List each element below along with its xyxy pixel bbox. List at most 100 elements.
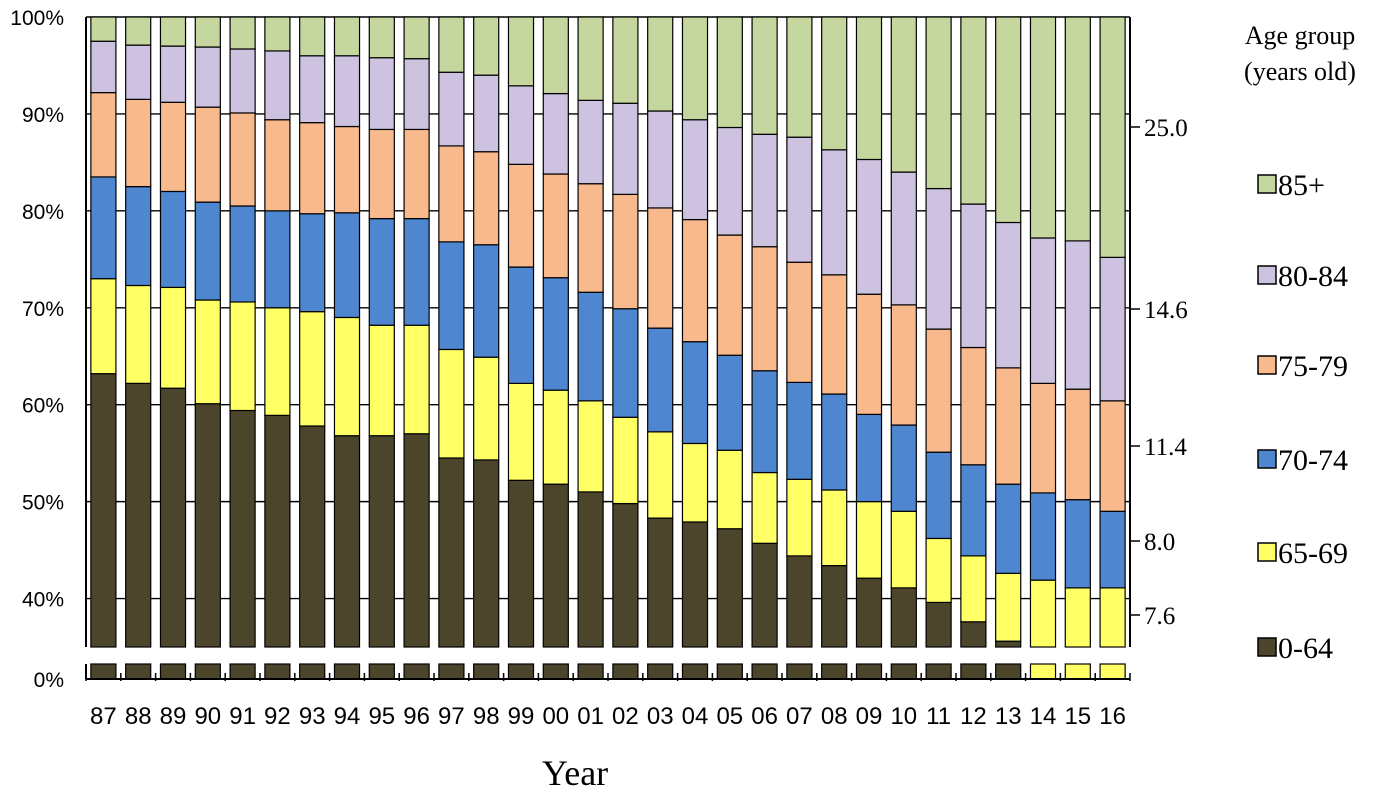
bar-segment: [229, 205, 256, 303]
bar-segment: [960, 203, 987, 349]
bar-base-segment: [542, 663, 569, 680]
bar-base-segment: [577, 663, 604, 680]
bar-segment: [264, 307, 291, 416]
bar-segment: [1064, 16, 1091, 242]
bar-segment: [821, 564, 848, 648]
bar-segment: [821, 149, 848, 276]
bar-segment: [681, 16, 709, 121]
bar-segment: [299, 122, 326, 215]
bar-segment: [890, 510, 917, 589]
x-tick-label: 98: [473, 703, 500, 730]
bar-base-segment: [821, 663, 848, 680]
bar-segment: [403, 324, 430, 435]
bar-segment: [855, 16, 883, 161]
bar-segment: [681, 341, 709, 445]
bar-segment: [1099, 400, 1126, 512]
secondary-tick-label: 25.0: [1144, 115, 1188, 142]
gridlines: [86, 16, 1130, 600]
x-tick-label: 95: [368, 703, 395, 730]
bar-segment: [125, 44, 152, 100]
y-tick-labels: 0% 40% 50% 60% 70% 80% 90% 100%: [10, 7, 64, 692]
bar-base-segment: [159, 663, 187, 680]
bar-segment: [229, 301, 256, 412]
x-tick-label: 11: [926, 703, 951, 730]
bar-segment: [612, 16, 639, 104]
bar-base-segment: [90, 663, 117, 680]
bar-segment: [577, 400, 604, 493]
bar-segment: [681, 119, 709, 221]
legend-label: 75-79: [1278, 350, 1348, 383]
x-tick-label: 97: [438, 703, 465, 730]
bar-segment: [925, 537, 952, 604]
bar-segment: [542, 277, 569, 391]
bar-segment: [159, 101, 187, 193]
legend-label: 85+: [1278, 169, 1325, 202]
bar-segment: [995, 483, 1022, 574]
bar-segment: [368, 128, 395, 220]
x-tick-label: 87: [90, 703, 117, 730]
bar-segment: [681, 521, 709, 648]
bar-segment: [786, 478, 813, 557]
bar-segment: [577, 183, 604, 293]
bar-segment: [716, 234, 743, 356]
bar-segment: [751, 542, 778, 648]
bar-segment: [438, 348, 465, 459]
bar-segment: [681, 442, 709, 523]
bar-segment: [90, 91, 117, 178]
x-tick-label: 15: [1064, 703, 1091, 730]
bar-base-segment: [125, 663, 152, 680]
bar-segment: [577, 16, 604, 101]
bar-segment: [159, 190, 187, 289]
bar-segment: [264, 16, 291, 52]
bar-segment: [960, 621, 987, 648]
bar-segment: [647, 431, 674, 519]
bar-segment: [473, 244, 500, 358]
bar-segment: [647, 16, 674, 112]
bar-segment: [821, 489, 848, 567]
x-tick-label: 12: [960, 703, 987, 730]
bar-base-segment: [1064, 663, 1091, 680]
x-tick-label: 89: [160, 703, 187, 730]
bar-segment: [194, 46, 221, 108]
bar-segment: [647, 517, 674, 648]
bar-segment: [299, 16, 326, 57]
bar-segment: [890, 424, 917, 512]
y-tick-label: 80%: [22, 201, 64, 224]
bar-segment: [90, 16, 117, 42]
bar-segment: [229, 16, 256, 50]
bar-segment: [159, 45, 187, 103]
y-tick-label: 60%: [22, 395, 64, 418]
bar-segment: [90, 373, 117, 648]
bar-segment: [855, 293, 883, 415]
bar-segment: [438, 457, 465, 648]
bar-base-segment: [716, 663, 743, 680]
bar-segment: [612, 502, 639, 648]
bar-base-segment: [403, 663, 430, 680]
bar-segment: [90, 40, 117, 94]
bar-segment: [507, 85, 535, 165]
bar-segment: [507, 479, 535, 648]
bar-segment: [403, 58, 430, 131]
y-tick-label: 70%: [22, 298, 64, 321]
bar-segment: [960, 16, 987, 205]
bar-segment: [368, 324, 395, 437]
bar-segment: [821, 274, 848, 395]
bar-base-segment: [925, 663, 952, 680]
bar-segment: [125, 284, 152, 384]
bar-segment: [647, 110, 674, 209]
bar-segment: [125, 382, 152, 648]
x-tick-label: 94: [334, 703, 361, 730]
bar-segment: [403, 128, 430, 220]
bar-segment: [995, 640, 1022, 648]
secondary-tick-label: 8.0: [1144, 529, 1175, 556]
bar-base-segment: [995, 663, 1022, 680]
bar-segment: [90, 176, 117, 280]
bar-segment: [855, 158, 883, 295]
bar-segment: [438, 16, 465, 73]
bar-segment: [751, 16, 778, 135]
bar-segment: [751, 370, 778, 474]
x-tick-label: 01: [577, 703, 604, 730]
bar-segment: [473, 74, 500, 153]
bar-segment: [751, 133, 778, 248]
